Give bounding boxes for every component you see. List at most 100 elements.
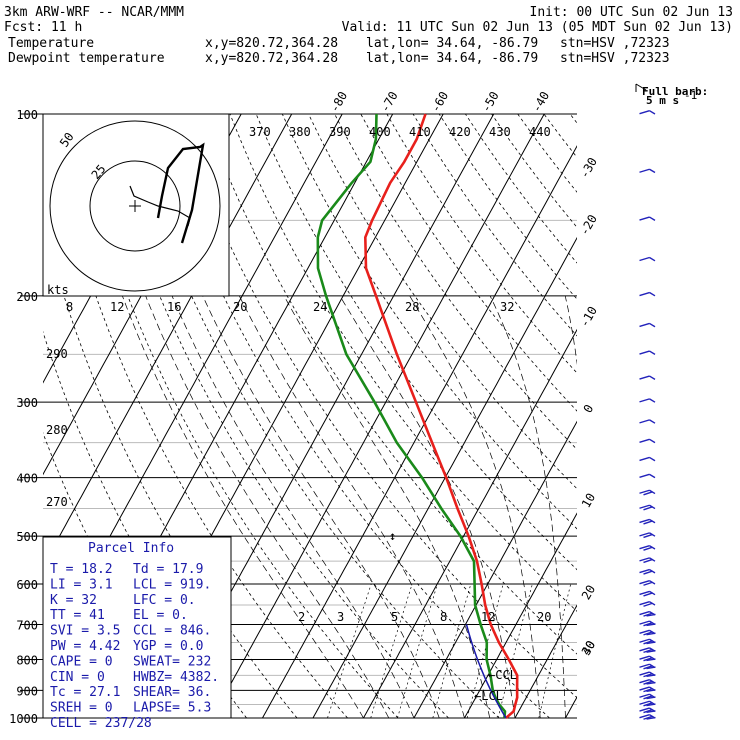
wind-barb — [639, 707, 656, 714]
barb-flag — [639, 110, 650, 115]
barb-flag — [643, 672, 653, 678]
theta-label: 430 — [489, 125, 511, 139]
barb-staff — [649, 322, 656, 328]
init-time: Init: 00 UTC Sun 02 Jun 13 — [530, 5, 734, 20]
barb-flag — [646, 703, 656, 707]
mixing-ratio-line — [432, 583, 472, 718]
barb-flag — [639, 700, 650, 705]
dry-adiabat — [125, 114, 500, 718]
barb-flag — [643, 612, 653, 617]
parcel-stat: Td = 17.9 — [133, 562, 203, 577]
barb-flag — [643, 680, 653, 685]
wind-barb — [639, 655, 656, 662]
wind-barb — [639, 504, 656, 511]
wind-barb — [639, 545, 656, 551]
isotherm — [616, 114, 740, 718]
theta-label: 410 — [409, 125, 431, 139]
isotherm — [413, 420, 577, 718]
wind-barb — [639, 557, 656, 564]
isotherm — [464, 512, 577, 718]
barb-flag — [639, 291, 650, 297]
wind-barb — [639, 256, 656, 262]
moist-adiabat — [283, 295, 491, 718]
barb-flag — [639, 375, 650, 380]
barb-flag — [643, 665, 653, 670]
mixing-ratio-label: 2 — [298, 610, 305, 624]
wind-barb — [639, 168, 656, 174]
dry-adiabat — [229, 114, 577, 612]
dry-adiabat — [438, 114, 577, 300]
dry-adiabat — [308, 114, 577, 490]
barb-flag — [639, 707, 650, 712]
mixing-ratio-line — [397, 583, 438, 718]
mixing-ratio-label: 5 — [391, 610, 398, 624]
lcl-marker: ←LCL — [474, 689, 503, 703]
isotherm-label: 40 — [579, 638, 598, 658]
barb-flag — [646, 632, 656, 636]
dewpoint-legend: Dewpoint temperature — [8, 51, 165, 66]
barb-flag — [643, 592, 653, 597]
valid-time: Valid: 11 UTC Sun 02 Jun 13 (05 MDT Sun … — [342, 20, 733, 35]
parcel-stat: CELL = 237/28 — [50, 716, 152, 731]
hodo-speed-label: 12 — [110, 300, 124, 314]
wind-barb — [639, 568, 656, 575]
isotherm-label: -40 — [529, 89, 552, 115]
isotherm — [363, 328, 577, 718]
isotherm-label: -50 — [479, 89, 502, 115]
wind-barb — [639, 489, 656, 496]
dewpoint-line — [316, 113, 507, 719]
wind-barb — [639, 700, 656, 707]
dewpoint-station: stn=HSV ,72323 — [560, 51, 670, 66]
moist-adiabat — [238, 295, 465, 718]
dry-adiabat — [517, 114, 577, 193]
pressure-label-900: 900 — [16, 684, 38, 698]
parcel-stat: TT = 41 — [50, 608, 105, 623]
barb-flag — [646, 666, 656, 670]
dry-adiabat — [465, 114, 577, 264]
wind-barb — [639, 590, 656, 597]
barb-flag — [639, 714, 650, 719]
barb-legend-icon — [635, 83, 647, 92]
barb-flag — [639, 693, 650, 698]
hodo-speed-label: 20 — [233, 300, 247, 314]
barb-flag — [639, 686, 650, 691]
wind-barbs — [639, 110, 656, 720]
parcel-stat: T = 18.2 — [50, 562, 113, 577]
isotherm — [211, 114, 545, 718]
wind-barb — [639, 663, 656, 670]
hodo-speed-label: 8 — [66, 300, 73, 314]
wind-barb — [639, 398, 656, 403]
barb-flag — [646, 658, 656, 662]
barb-flag — [643, 558, 653, 564]
hodograph-trace — [156, 142, 205, 244]
dry-adiabat — [98, 114, 449, 718]
barb-flag — [639, 629, 650, 635]
parcel-stat: LCL = 919. — [133, 577, 211, 592]
wind-barb — [639, 679, 656, 685]
wind-barb — [639, 686, 656, 693]
parcel-stat: CIN = 0 — [50, 670, 105, 685]
isotherm — [43, 114, 242, 476]
wind-barb — [639, 693, 656, 700]
dry-adiabat — [72, 114, 399, 718]
isotherm — [312, 236, 577, 718]
moist-adiabat — [616, 296, 625, 718]
isotherm-label: -30 — [577, 155, 600, 181]
barb-flag — [646, 623, 656, 627]
barb-flag — [639, 532, 650, 537]
parcel-info-panel: Parcel Info T = 18.2 Td = 17.9 LI = 3.1 LCL … — [42, 536, 232, 731]
wind-barb — [639, 647, 656, 654]
wind-barb — [639, 518, 656, 525]
pressure-label-100: 100 — [16, 108, 38, 122]
wind-barb — [639, 216, 656, 221]
barb-flag — [639, 580, 650, 585]
barb-flag — [639, 256, 650, 262]
pressure-label-500: 500 — [16, 530, 38, 544]
barb-staff — [649, 419, 656, 424]
parcel-stat: EL = 0. — [133, 608, 188, 623]
isotherm-label: 0 — [581, 402, 597, 415]
hodo-speed-label: 16 — [167, 300, 181, 314]
wind-barb — [639, 110, 656, 115]
barb-flag — [643, 520, 653, 525]
barb-flag — [639, 350, 650, 355]
